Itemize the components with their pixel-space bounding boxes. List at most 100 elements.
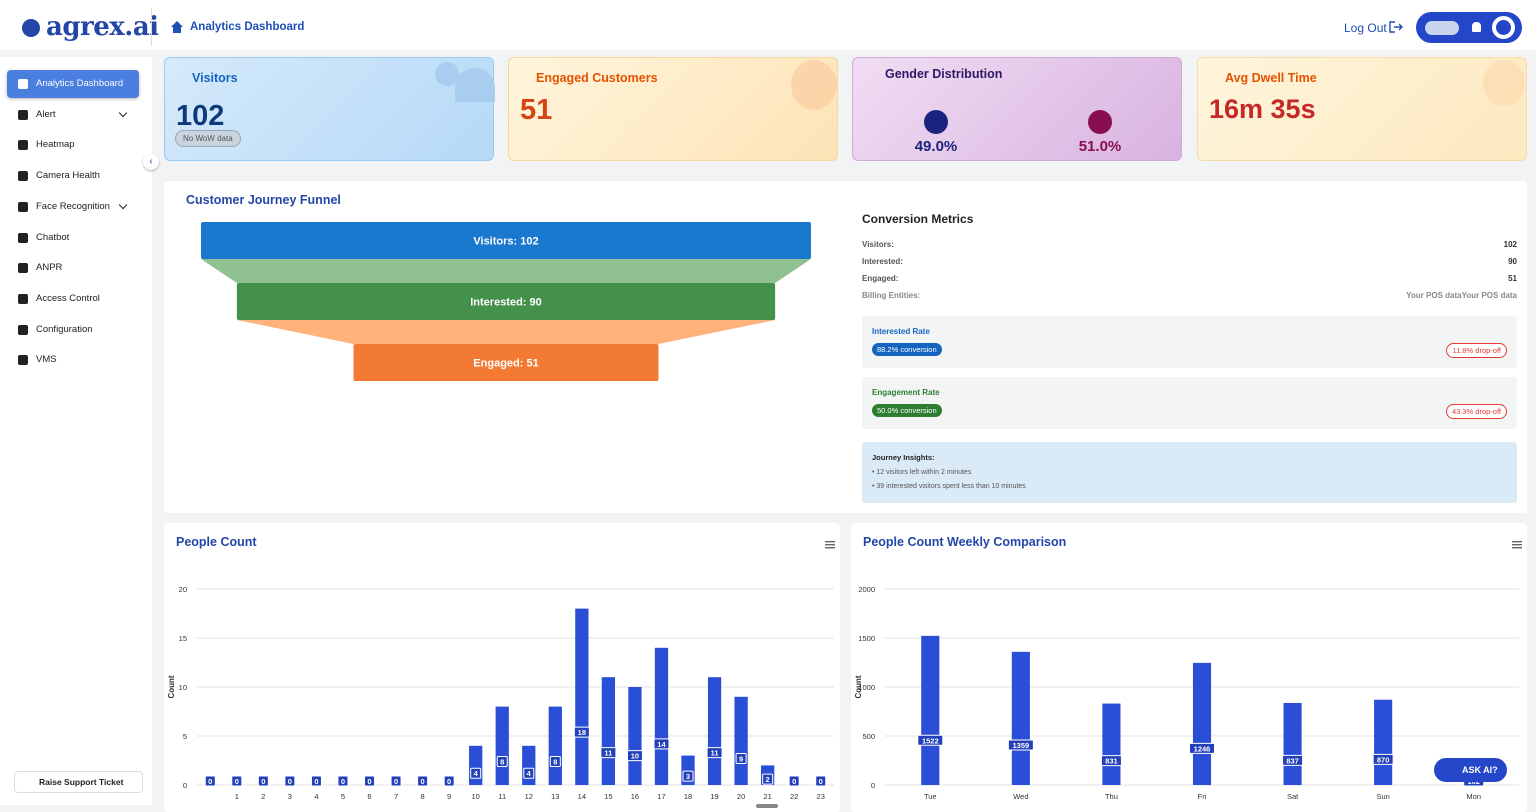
value-label: 831 <box>1105 757 1118 766</box>
nav-icon <box>18 109 28 120</box>
bar <box>601 677 616 785</box>
y-tick-label: 20 <box>179 585 187 594</box>
x-tick-label: Fri <box>1198 792 1207 801</box>
bar <box>1192 662 1212 785</box>
nav-item[interactable]: Face Recognition <box>7 193 139 221</box>
value-label-box <box>284 775 296 787</box>
y-tick-label: 1000 <box>858 683 875 692</box>
collapse-button[interactable]: ‹ <box>143 154 159 170</box>
x-tick-label: 19 <box>710 792 718 801</box>
nav-item[interactable]: Configuration <box>7 316 139 344</box>
bar <box>548 706 562 785</box>
dropoff-pill: 43.3% drop-off <box>1445 404 1507 419</box>
funnel-connector <box>236 320 776 344</box>
metric-value: Your POS dataYour POS data <box>1406 291 1517 300</box>
bar <box>1283 702 1302 785</box>
y-tick-label: 0 <box>871 781 875 790</box>
value-label-box <box>310 775 322 787</box>
nav-label: Face Recognition <box>36 200 110 212</box>
rate-title: Engagement Rate <box>872 388 940 397</box>
decor <box>791 60 837 110</box>
bar <box>628 687 642 785</box>
x-tick-label: 10 <box>472 792 480 801</box>
y-tick-label: 15 <box>179 634 187 643</box>
female-icon <box>1088 110 1112 134</box>
value-label-box <box>1189 742 1215 754</box>
theme-toggle[interactable] <box>1425 21 1459 35</box>
nav-item[interactable]: Heatmap <box>7 131 139 159</box>
bar <box>495 706 509 785</box>
metric-row: Interested: 90 <box>862 257 1517 266</box>
nav-icon <box>18 324 28 335</box>
notification-icon[interactable] <box>1472 22 1481 32</box>
metric-label: Visitors: <box>862 240 894 249</box>
value-label: 0 <box>314 777 318 786</box>
nav-item[interactable]: VMS <box>7 346 139 374</box>
value-label-box <box>788 775 800 787</box>
nav-item[interactable]: Camera Health <box>7 162 139 190</box>
chart: Count 0 500 1000 1500 2000 Tue 1522 Wed 1359 Thu 83… <box>854 541 1522 801</box>
x-tick-label: 17 <box>657 792 665 801</box>
x-tick-label: 12 <box>525 792 533 801</box>
x-tick-label: 22 <box>790 792 798 801</box>
value-label: 870 <box>1377 755 1390 764</box>
value-label-box <box>815 775 827 787</box>
bar <box>921 635 940 785</box>
home-icon <box>171 21 183 33</box>
x-tick-label: 14 <box>578 792 586 801</box>
nav-item[interactable]: ANPR <box>7 254 139 282</box>
value-label-box <box>762 773 774 785</box>
value-label: 0 <box>341 777 345 786</box>
value-label: 2 <box>766 775 770 784</box>
nav-label: Access Control <box>36 292 100 304</box>
y-tick-label: 10 <box>179 683 187 692</box>
x-tick-label: 13 <box>551 792 559 801</box>
x-tick-label: 3 <box>288 792 292 801</box>
x-tick-label: 18 <box>684 792 692 801</box>
value-label: 0 <box>421 777 425 786</box>
avatar[interactable] <box>1492 16 1515 39</box>
metric-label: Engaged: <box>862 274 899 283</box>
logo-mark <box>22 19 40 37</box>
male-share: 49.0% <box>914 138 958 155</box>
chevron <box>118 200 128 210</box>
breadcrumb[interactable]: Analytics Dashboard <box>190 21 305 33</box>
nav-label: Heatmap <box>36 139 75 151</box>
y-tick-label: 2000 <box>858 585 875 594</box>
card-value: 16m 35s <box>1209 94 1316 124</box>
rate-title: Interested Rate <box>872 327 930 336</box>
nav-item[interactable]: Alert <box>7 101 139 129</box>
value-label-box <box>1282 754 1304 766</box>
sidebar: Raise Support Ticket Analytics Dashboard… <box>0 57 152 805</box>
funnel-chart: Visitors: 102 Interested: 90 Engaged: 51 <box>201 222 811 381</box>
metric-row: Engaged: 51 <box>862 274 1517 283</box>
card-title: Gender Distribution <box>885 67 1003 81</box>
value-label-box <box>1100 755 1122 767</box>
support-button[interactable]: Raise Support Ticket <box>14 771 143 793</box>
logo[interactable]: agrex.ai <box>46 12 159 42</box>
value-label-box <box>204 775 216 787</box>
nav-item[interactable]: Access Control <box>7 285 139 313</box>
nav-item[interactable]: Chatbot <box>7 224 139 252</box>
y-axis-label: Count <box>167 675 176 698</box>
nav-label: VMS <box>36 354 57 366</box>
funnel-label: Interested: 90 <box>470 297 542 309</box>
funnel-connector <box>201 259 811 283</box>
x-tick-label: Thu <box>1105 792 1118 801</box>
value-label-box <box>470 767 482 779</box>
x-tick-label: 21 <box>763 792 771 801</box>
logout-button[interactable]: Log Out <box>1344 21 1387 35</box>
y-tick-label: 0 <box>183 781 187 790</box>
insight: • 39 interested visitors spent less than… <box>872 483 1026 490</box>
gender-card: Gender Distribution 49.0% 51.0% <box>852 57 1182 161</box>
y-tick-label: 500 <box>862 732 875 741</box>
value-label-box <box>706 747 723 759</box>
ask-ai-button[interactable]: ASK AI? <box>1434 758 1507 782</box>
value-label: 4 <box>474 769 479 778</box>
value-label-box <box>917 734 944 746</box>
nav-item[interactable]: Analytics Dashboard <box>7 70 139 98</box>
nav-icon <box>18 355 28 366</box>
chevron <box>118 108 128 117</box>
chart: Count05101520010203040506070809010411812… <box>167 541 835 808</box>
